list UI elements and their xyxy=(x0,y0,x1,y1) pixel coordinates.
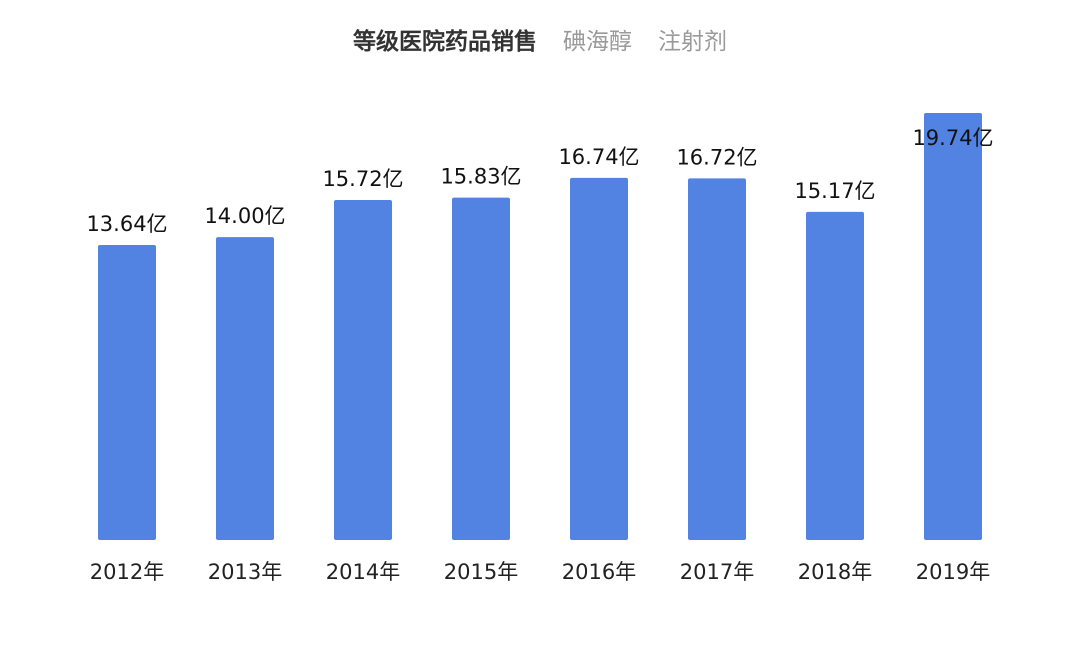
bar-2014年 xyxy=(334,199,392,540)
bar-2013年 xyxy=(216,237,274,540)
bar-2015年 xyxy=(452,197,510,541)
data-label: 13.64亿 xyxy=(86,212,167,236)
bar-2017年 xyxy=(688,178,746,541)
data-label: 15.17亿 xyxy=(794,179,875,203)
x-tick-label: 2013年 xyxy=(208,560,282,584)
x-tick-label: 2016年 xyxy=(562,560,636,584)
x-tick-label: 2015年 xyxy=(444,560,518,584)
x-tick-label: 2019年 xyxy=(916,560,990,584)
x-tick-label: 2012年 xyxy=(90,560,164,584)
bar-2018年 xyxy=(806,211,864,540)
data-label: 19.74亿 xyxy=(912,126,993,150)
bar-2016年 xyxy=(570,177,628,540)
data-label: 15.83亿 xyxy=(440,165,521,189)
x-tick-label: 2018年 xyxy=(798,560,872,584)
x-tick-label: 2014年 xyxy=(326,560,400,584)
data-label: 14.00亿 xyxy=(204,204,285,228)
chart-header: 等级医院药品销售 碘海醇 注射剂 xyxy=(0,22,1080,56)
bar-2019年 xyxy=(924,113,982,540)
chart-title: 等级医院药品销售 xyxy=(353,29,537,55)
data-label: 16.74亿 xyxy=(558,145,639,169)
data-label: 16.72亿 xyxy=(676,145,757,169)
x-tick-label: 2017年 xyxy=(680,560,754,584)
chart-subtitle-form: 注射剂 xyxy=(658,29,727,55)
chart-subtitle-drug: 碘海醇 xyxy=(563,29,632,55)
bar-2012年 xyxy=(98,244,156,540)
data-label: 15.72亿 xyxy=(322,167,403,191)
